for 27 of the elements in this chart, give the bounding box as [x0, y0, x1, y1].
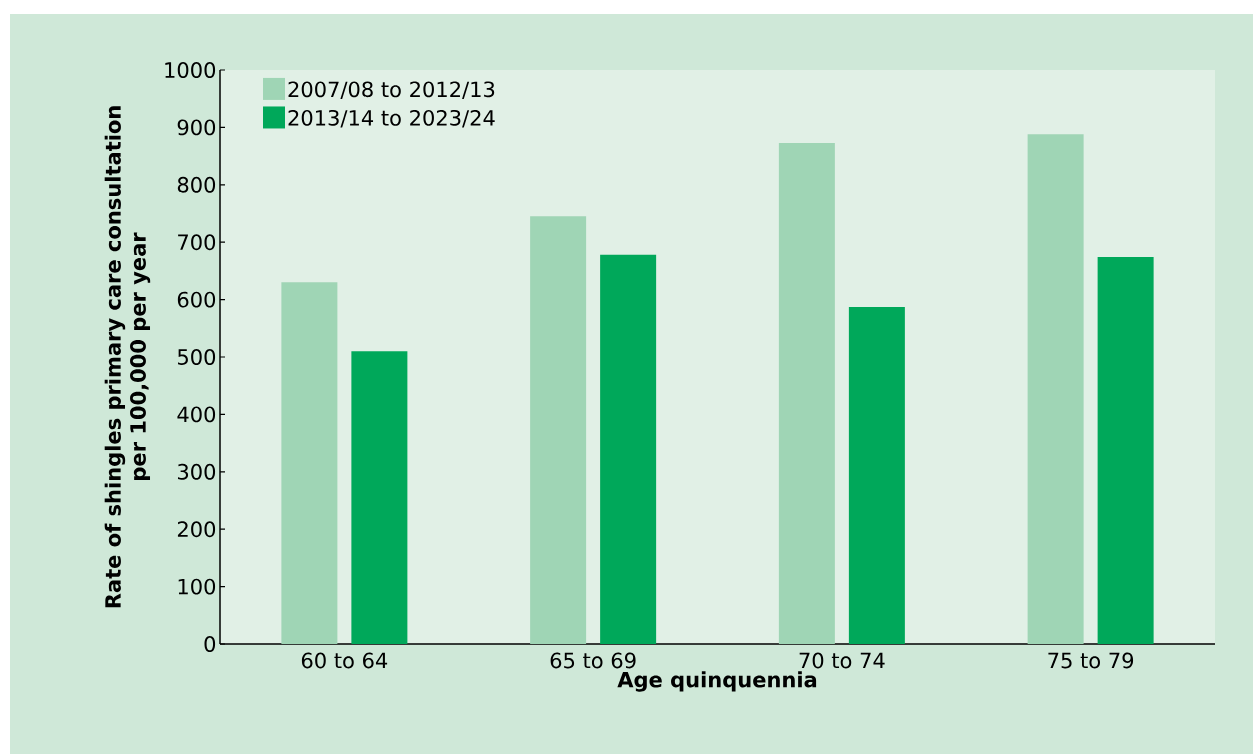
bar — [600, 254, 657, 644]
y-tick-label: 300 — [177, 463, 216, 480]
x-axis-title: Age quinquennia — [617, 671, 817, 692]
bar — [1097, 257, 1154, 644]
x-tick-label: 75 to 79 — [1048, 652, 1134, 669]
legend-label: 2013/14 to 2023/24 — [288, 109, 495, 128]
y-tick-label: 1000 — [165, 62, 216, 78]
bar — [530, 216, 587, 644]
y-tick-label: 500 — [178, 349, 216, 365]
y-tick-label: 100 — [178, 578, 216, 595]
legend-label: 2007/08 to 2012/13 — [288, 81, 495, 99]
bar — [848, 307, 905, 644]
bar — [778, 142, 835, 644]
y-tick-label: 200 — [177, 521, 216, 538]
bar — [351, 351, 408, 644]
y-tick-label: 900 — [177, 119, 216, 136]
y-tick-label: 400 — [177, 406, 216, 423]
y-axis-title: Rate of shingles primary care consultation per 100,000 per year — [104, 106, 151, 608]
x-tick-label: 70 to 74 — [799, 652, 885, 669]
bar — [281, 282, 338, 644]
x-tick-label: 65 to 69 — [550, 652, 636, 669]
y-tick-label: 600 — [177, 291, 216, 308]
bar — [1027, 134, 1084, 644]
y-tick-label: 700 — [178, 234, 216, 251]
x-tick-label: 60 to 64 — [301, 652, 388, 669]
y-tick-label: 0 — [204, 636, 216, 652]
y-tick-label: 800 — [177, 176, 216, 193]
